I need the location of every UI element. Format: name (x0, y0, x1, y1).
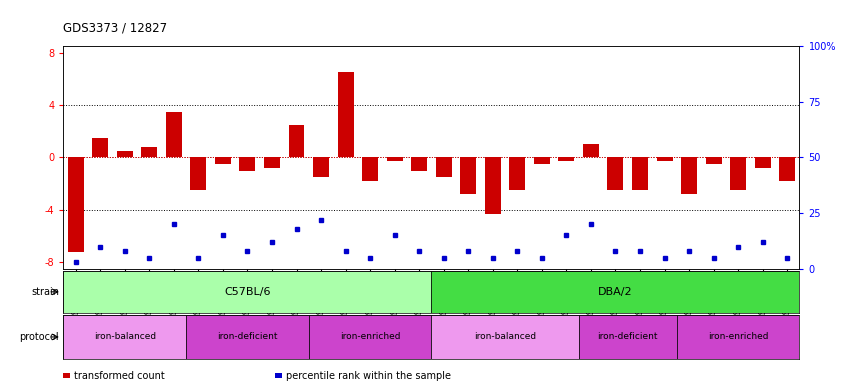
Bar (460, 157, 476, 194)
Bar (579, 315, 677, 359)
Bar (338, 72, 354, 157)
Text: iron-enriched: iron-enriched (340, 333, 400, 341)
Bar (485, 157, 501, 214)
Bar (68, 157, 84, 252)
Bar (166, 112, 182, 157)
Bar (431, 271, 799, 313)
Bar (730, 157, 746, 190)
Bar (190, 157, 206, 190)
Bar (509, 157, 525, 190)
Bar (632, 157, 648, 190)
Text: iron-balanced: iron-balanced (94, 333, 156, 341)
Bar (779, 157, 795, 181)
Text: strain: strain (31, 287, 59, 297)
Bar (264, 157, 280, 168)
Bar (63, 271, 431, 313)
Text: iron-deficient: iron-deficient (217, 333, 277, 341)
Bar (607, 157, 624, 190)
Bar (706, 157, 722, 164)
Bar (186, 315, 309, 359)
Bar (656, 157, 673, 161)
Text: iron-enriched: iron-enriched (708, 333, 768, 341)
Bar (534, 157, 550, 164)
Bar (436, 157, 452, 177)
Bar (288, 125, 305, 157)
Bar (755, 157, 771, 168)
Text: percentile rank within the sample: percentile rank within the sample (286, 371, 451, 381)
Bar (239, 157, 255, 170)
Bar (558, 157, 574, 161)
Text: protocol: protocol (19, 332, 59, 342)
Bar (677, 315, 799, 359)
Text: C57BL/6: C57BL/6 (224, 287, 271, 297)
Bar (362, 157, 378, 181)
Text: transformed count: transformed count (74, 371, 165, 381)
Bar (431, 315, 579, 359)
Text: GDS3373 / 12827: GDS3373 / 12827 (63, 22, 168, 35)
Bar (309, 315, 431, 359)
Bar (583, 144, 599, 157)
Bar (387, 157, 403, 161)
Bar (411, 157, 427, 170)
Text: iron-deficient: iron-deficient (597, 333, 658, 341)
Text: DBA/2: DBA/2 (598, 287, 633, 297)
Bar (681, 157, 697, 194)
Text: iron-balanced: iron-balanced (474, 333, 536, 341)
Bar (92, 138, 108, 157)
Bar (63, 315, 186, 359)
Bar (141, 147, 157, 157)
Bar (313, 157, 329, 177)
Bar (117, 151, 133, 157)
Bar (215, 157, 231, 164)
